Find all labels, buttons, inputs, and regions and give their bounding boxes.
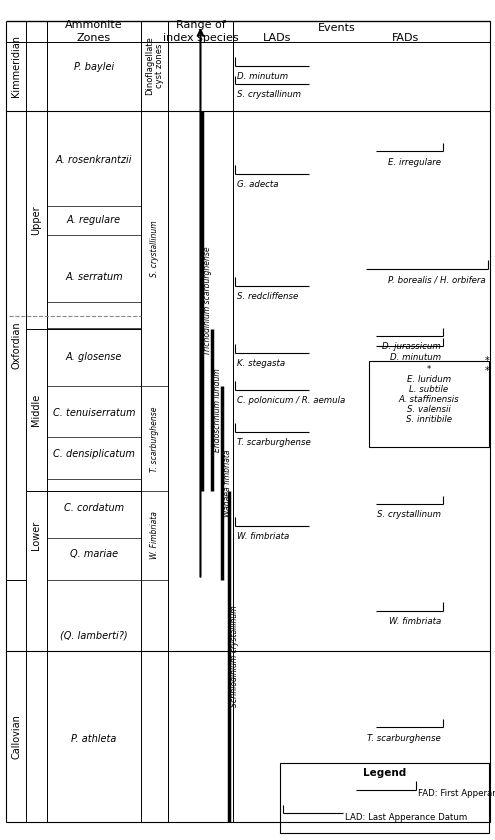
- Text: G. adecta: G. adecta: [237, 181, 279, 189]
- Text: Ammonite: Ammonite: [65, 20, 123, 29]
- Text: W. Fimbriata: W. Fimbriata: [150, 512, 159, 559]
- Text: K. stegasta: K. stegasta: [237, 360, 285, 368]
- Text: Range of: Range of: [176, 20, 225, 29]
- Text: (Q. lamberti?): (Q. lamberti?): [60, 631, 128, 641]
- Text: *: *: [485, 356, 490, 366]
- Text: Events: Events: [318, 24, 355, 33]
- Text: *: *: [427, 365, 431, 374]
- Text: E. irregulare: E. irregulare: [388, 158, 441, 166]
- Bar: [168, 21, 233, 822]
- Text: index species: index species: [163, 34, 238, 43]
- Text: T. scarburghense: T. scarburghense: [237, 438, 311, 447]
- Text: D. minutum: D. minutum: [390, 353, 441, 361]
- Text: A. rosenkrantzii: A. rosenkrantzii: [56, 155, 132, 165]
- Text: FAD: First Apperance Datum: FAD: First Apperance Datum: [418, 790, 495, 798]
- Text: L. subtile: L. subtile: [409, 386, 448, 394]
- Text: S. inritibile: S. inritibile: [406, 416, 452, 424]
- Text: A. glosense: A. glosense: [66, 352, 122, 362]
- Text: P. borealis / H. orbifera: P. borealis / H. orbifera: [388, 276, 486, 284]
- Text: D. jurassicum: D. jurassicum: [382, 343, 441, 351]
- Text: W. fimbriata: W. fimbriata: [389, 617, 441, 626]
- Bar: [280, 763, 489, 833]
- Text: Legend: Legend: [363, 768, 406, 778]
- Text: Wanaea fimbriata: Wanaea fimbriata: [223, 449, 232, 517]
- Text: S. valensii: S. valensii: [407, 406, 451, 414]
- Text: S. crystallinum: S. crystallinum: [377, 511, 441, 519]
- Text: *: *: [485, 366, 490, 376]
- Text: Middle: Middle: [31, 394, 42, 427]
- Text: Endoscrinium luridum: Endoscrinium luridum: [213, 369, 222, 452]
- Text: P. athleta: P. athleta: [71, 734, 117, 744]
- Text: Callovian: Callovian: [11, 714, 21, 759]
- Text: C. polonicum / R. aemula: C. polonicum / R. aemula: [237, 396, 346, 405]
- Text: Oxfordian: Oxfordian: [11, 322, 21, 369]
- Text: A. regulare: A. regulare: [67, 215, 121, 225]
- Text: C. densiplicatum: C. densiplicatum: [53, 449, 135, 459]
- Text: Lower: Lower: [31, 521, 42, 550]
- Text: S. crystallinum: S. crystallinum: [237, 91, 301, 99]
- Text: T. scarburghense: T. scarburghense: [150, 407, 159, 471]
- Text: Kimmeridian: Kimmeridian: [11, 35, 21, 97]
- Text: LADs: LADs: [263, 34, 292, 43]
- Text: S. redcliffense: S. redcliffense: [237, 292, 298, 301]
- Text: FADs: FADs: [392, 34, 420, 43]
- Text: Scriniodinium crystallinum: Scriniodinium crystallinum: [230, 606, 239, 707]
- Text: W. fimbriata: W. fimbriata: [237, 533, 290, 541]
- Text: Dinoflagellate
cyst zones: Dinoflagellate cyst zones: [145, 36, 164, 96]
- Text: Trichodinium scarburghense: Trichodinium scarburghense: [203, 247, 212, 355]
- Text: LAD: Last Apperance Datum: LAD: Last Apperance Datum: [345, 813, 467, 822]
- Text: Zones: Zones: [77, 34, 111, 43]
- Text: A. serratum: A. serratum: [65, 272, 123, 282]
- Bar: [369, 361, 489, 447]
- Text: Upper: Upper: [31, 205, 42, 235]
- Text: D. minutum: D. minutum: [237, 72, 288, 81]
- Text: C. cordatum: C. cordatum: [64, 503, 124, 513]
- Text: T. scarburghense: T. scarburghense: [367, 734, 441, 743]
- Text: C. tenuiserratum: C. tenuiserratum: [53, 408, 135, 418]
- Text: Q. mariae: Q. mariae: [70, 549, 118, 559]
- Text: A. staffinensis: A. staffinensis: [398, 396, 459, 404]
- Text: P. baylei: P. baylei: [74, 62, 114, 72]
- Text: S. crystallinum: S. crystallinum: [150, 220, 159, 277]
- Text: E. luridum: E. luridum: [407, 375, 451, 384]
